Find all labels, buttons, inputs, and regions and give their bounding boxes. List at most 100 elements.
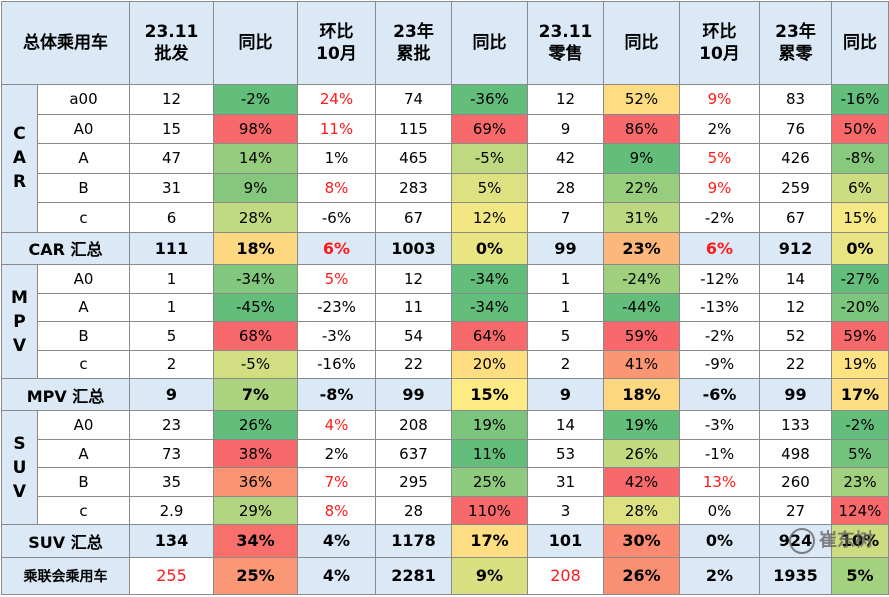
data-cell: 14%: [214, 144, 298, 174]
data-cell: -16%: [832, 85, 889, 115]
data-cell: 69%: [452, 114, 528, 144]
header-cell: 23.11 批发: [130, 2, 214, 85]
total-cell: 9%: [452, 557, 528, 594]
data-cell: 9: [528, 114, 604, 144]
data-cell: 22: [760, 350, 832, 379]
data-cell: 259: [760, 173, 832, 203]
data-cell: 5%: [832, 439, 889, 468]
segment-label: A0: [38, 411, 130, 440]
data-cell: 19%: [452, 411, 528, 440]
data-cell: -9%: [680, 350, 760, 379]
summary-cell: 9: [528, 379, 604, 411]
data-cell: -34%: [214, 264, 298, 293]
group-label-char: R: [2, 170, 37, 194]
data-cell: 5: [130, 322, 214, 351]
data-cell: 2.9: [130, 496, 214, 525]
data-cell: 283: [376, 173, 452, 203]
total-cell: 2281: [376, 557, 452, 594]
data-cell: 7: [528, 203, 604, 233]
data-cell: 1: [130, 293, 214, 322]
data-cell: -20%: [832, 293, 889, 322]
summary-cell: 10%: [832, 525, 889, 557]
data-cell: 41%: [604, 350, 680, 379]
summary-cell: 0%: [680, 525, 760, 557]
data-cell: 465: [376, 144, 452, 174]
data-cell: -36%: [452, 85, 528, 115]
data-cell: -5%: [214, 350, 298, 379]
segment-label: c: [38, 203, 130, 233]
data-cell: 1%: [298, 144, 376, 174]
data-cell: 2%: [298, 439, 376, 468]
total-cell: 208: [528, 557, 604, 594]
data-cell: 11%: [452, 439, 528, 468]
data-cell: -44%: [604, 293, 680, 322]
segment-label: A: [38, 439, 130, 468]
data-cell: 1: [528, 264, 604, 293]
total-cell: 5%: [832, 557, 889, 594]
summary-cell: 15%: [452, 379, 528, 411]
data-cell: 12: [130, 85, 214, 115]
header-cell: 同比: [214, 2, 298, 85]
data-cell: 59%: [604, 322, 680, 351]
segment-label: A: [38, 144, 130, 174]
data-cell: 67: [376, 203, 452, 233]
data-cell: 12: [760, 293, 832, 322]
data-cell: -23%: [298, 293, 376, 322]
data-cell: 28: [376, 496, 452, 525]
data-cell: 47: [130, 144, 214, 174]
data-cell: 22%: [604, 173, 680, 203]
data-cell: -3%: [680, 411, 760, 440]
summary-cell: 99: [528, 232, 604, 264]
data-cell: 9%: [680, 173, 760, 203]
data-cell: 52%: [604, 85, 680, 115]
data-cell: 20%: [452, 350, 528, 379]
data-cell: 31%: [604, 203, 680, 233]
summary-cell: 912: [760, 232, 832, 264]
data-cell: 19%: [604, 411, 680, 440]
data-cell: 59%: [832, 322, 889, 351]
data-cell: 24%: [298, 85, 376, 115]
summary-label: SUV 汇总: [2, 525, 130, 557]
data-cell: -2%: [680, 203, 760, 233]
data-cell: 23: [130, 411, 214, 440]
data-cell: 637: [376, 439, 452, 468]
data-cell: -5%: [452, 144, 528, 174]
data-cell: 83: [760, 85, 832, 115]
summary-cell: 18%: [214, 232, 298, 264]
segment-label: A0: [38, 264, 130, 293]
data-cell: 5%: [452, 173, 528, 203]
data-cell: -34%: [452, 264, 528, 293]
header-cell: 23.11 零售: [528, 2, 604, 85]
segment-label: c: [38, 496, 130, 525]
summary-cell: 924: [760, 525, 832, 557]
data-cell: 0%: [680, 496, 760, 525]
data-cell: 124%: [832, 496, 889, 525]
data-cell: 53: [528, 439, 604, 468]
data-cell: 12%: [452, 203, 528, 233]
group-label-char: M: [2, 286, 37, 310]
data-cell: 15: [130, 114, 214, 144]
data-cell: 38%: [214, 439, 298, 468]
data-cell: -45%: [214, 293, 298, 322]
data-cell: 67: [760, 203, 832, 233]
data-cell: 27: [760, 496, 832, 525]
total-cell: 4%: [298, 557, 376, 594]
data-cell: -34%: [452, 293, 528, 322]
data-cell: 11%: [298, 114, 376, 144]
summary-cell: 6%: [680, 232, 760, 264]
data-cell: 1: [528, 293, 604, 322]
data-cell: 28%: [214, 203, 298, 233]
summary-cell: 7%: [214, 379, 298, 411]
data-cell: 11: [376, 293, 452, 322]
data-cell: 9%: [214, 173, 298, 203]
